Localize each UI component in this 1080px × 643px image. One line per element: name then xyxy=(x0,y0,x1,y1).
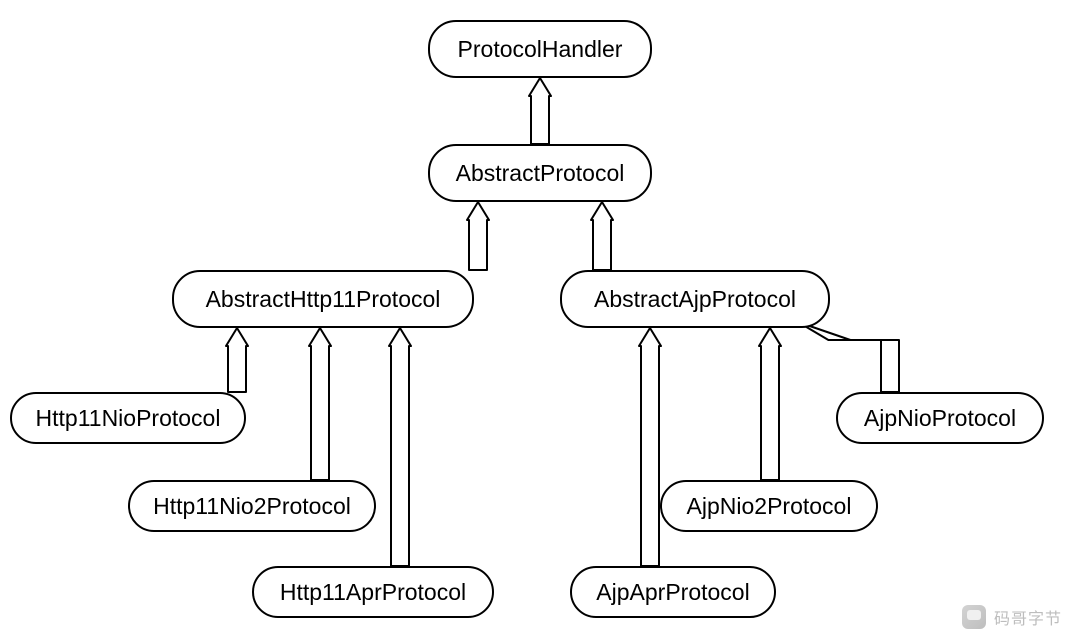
edge-abstractHttp11-to-abstractProtocol xyxy=(467,202,489,270)
node-ajpNio: AjpNioProtocol xyxy=(836,392,1044,444)
node-abstractProtocol: AbstractProtocol xyxy=(428,144,652,202)
node-abstractHttp11: AbstractHttp11Protocol xyxy=(172,270,474,328)
edge-http11Nio-to-abstractHttp11 xyxy=(226,328,248,392)
watermark-text: 码哥字节 xyxy=(994,605,1062,629)
node-http11Nio: Http11NioProtocol xyxy=(10,392,246,444)
edge-abstractAjp-to-abstractProtocol xyxy=(591,202,613,270)
edge-ajpApr-to-abstractAjp xyxy=(639,328,661,566)
edge-ajpNio-to-abstractAjp xyxy=(798,322,899,392)
node-abstractAjp: AbstractAjpProtocol xyxy=(560,270,830,328)
watermark: 码哥字节 xyxy=(962,605,1062,629)
node-protocolHandler: ProtocolHandler xyxy=(428,20,652,78)
edge-ajpNio2-to-abstractAjp xyxy=(759,328,781,480)
node-ajpApr: AjpAprProtocol xyxy=(570,566,776,618)
edge-http11Apr-to-abstractHttp11 xyxy=(389,328,411,566)
edge-http11Nio2-to-abstractHttp11 xyxy=(309,328,331,480)
wechat-icon xyxy=(962,605,986,629)
edges-layer xyxy=(0,0,1080,643)
edge-abstractProtocol-to-protocolHandler xyxy=(529,78,551,144)
node-http11Apr: Http11AprProtocol xyxy=(252,566,494,618)
node-ajpNio2: AjpNio2Protocol xyxy=(660,480,878,532)
node-http11Nio2: Http11Nio2Protocol xyxy=(128,480,376,532)
